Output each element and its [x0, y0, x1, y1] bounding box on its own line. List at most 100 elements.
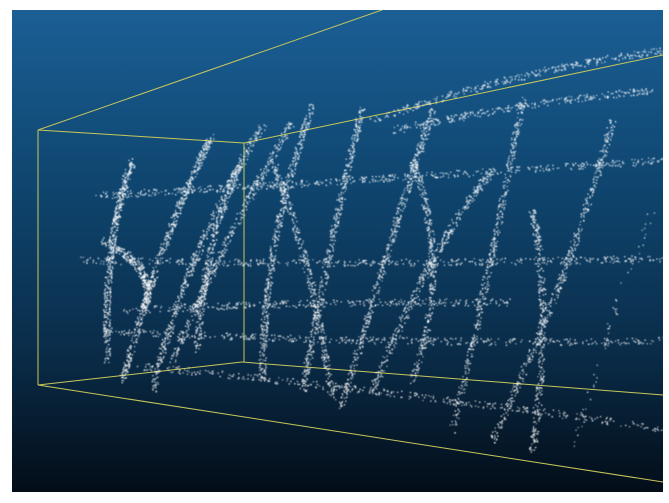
- cloud-point: [199, 297, 202, 299]
- cloud-point: [149, 289, 151, 291]
- cloud-point: [196, 305, 198, 307]
- cloud-point: [160, 249, 163, 252]
- cloud-point: [170, 326, 172, 328]
- cloud-point: [274, 301, 276, 303]
- cloud-point: [454, 92, 456, 95]
- cloud-point: [633, 162, 635, 164]
- cloud-point: [128, 171, 131, 173]
- cloud-point: [107, 328, 109, 331]
- cloud-point: [267, 263, 269, 265]
- point-cloud-scene[interactable]: [12, 10, 663, 492]
- cloud-point: [451, 119, 453, 121]
- cloud-point: [263, 170, 265, 173]
- cloud-point: [430, 400, 432, 402]
- cloud-point: [155, 387, 157, 389]
- cloud-point: [232, 375, 234, 378]
- cloud-point: [200, 288, 202, 291]
- cloud-point: [228, 302, 230, 304]
- cloud-point: [235, 334, 237, 337]
- cloud-point: [130, 345, 132, 347]
- cloud-point: [359, 341, 362, 343]
- cloud-point: [203, 294, 205, 297]
- cloud-point: [202, 152, 204, 154]
- cloud-point: [183, 286, 185, 289]
- cloud-point: [170, 321, 172, 323]
- cloud-point: [518, 74, 520, 76]
- cloud-point: [137, 328, 139, 331]
- cloud-point: [251, 337, 254, 339]
- cloud-point: [247, 152, 249, 155]
- cloud-point: [510, 107, 512, 110]
- cloud-point: [213, 270, 215, 272]
- cloud-point: [521, 74, 523, 76]
- cloud-point: [201, 333, 203, 335]
- cloud-point: [119, 204, 121, 206]
- cloud-point: [115, 215, 117, 217]
- cloud-point: [242, 188, 244, 190]
- cloud-point: [148, 285, 150, 287]
- cloud-point: [505, 302, 507, 304]
- cloud-point: [482, 258, 484, 261]
- cloud-point: [649, 259, 651, 261]
- cloud-point: [146, 290, 148, 292]
- cloud-point: [105, 305, 107, 308]
- cloud-point: [129, 365, 131, 367]
- cloud-point: [317, 261, 319, 263]
- cloud-point: [298, 335, 301, 337]
- cloud-point: [173, 308, 175, 310]
- cloud-point: [417, 340, 419, 342]
- cloud-point: [185, 182, 187, 184]
- cloud-point: [505, 79, 508, 81]
- cloud-point: [179, 212, 182, 215]
- cloud-point: [122, 175, 124, 177]
- cloud-point: [178, 202, 180, 205]
- cloud-point: [189, 337, 191, 339]
- cloud-point: [399, 112, 401, 114]
- cloud-point: [149, 291, 151, 293]
- cloud-point: [214, 242, 216, 245]
- cloud-point: [128, 356, 130, 358]
- cloud-point: [124, 181, 126, 183]
- cloud-point: [171, 193, 174, 195]
- cloud-point: [153, 284, 156, 286]
- cloud-point: [535, 338, 537, 340]
- cloud-point: [203, 233, 205, 236]
- cloud-point: [178, 298, 181, 300]
- cloud-point: [232, 230, 234, 232]
- cloud-point: [253, 336, 255, 338]
- cloud-point: [111, 226, 114, 229]
- cloud-point: [251, 334, 253, 337]
- cloud-point: [203, 281, 206, 283]
- cloud-point: [507, 302, 509, 304]
- cloud-point: [425, 394, 427, 396]
- cloud-point: [322, 181, 324, 184]
- cloud-point: [380, 119, 382, 121]
- cloud-point: [604, 96, 606, 98]
- cloud-point: [118, 195, 121, 198]
- cloud-point: [295, 182, 297, 184]
- cloud-point: [256, 133, 258, 135]
- cloud-point: [585, 259, 587, 261]
- cloud-point: [456, 169, 458, 172]
- cloud-point: [119, 188, 121, 190]
- cloud-point: [128, 332, 130, 334]
- cloud-point: [498, 107, 500, 109]
- cloud-point: [625, 343, 627, 345]
- cloud-point: [210, 264, 212, 266]
- cloud-point: [248, 302, 250, 304]
- cloud-point: [514, 76, 517, 78]
- cloud-point: [256, 137, 258, 140]
- cloud-point: [491, 342, 493, 345]
- cloud-point: [209, 141, 211, 143]
- cloud-point: [186, 333, 188, 335]
- cloud-point: [479, 88, 481, 90]
- cloud-point: [339, 387, 341, 389]
- cloud-point: [151, 276, 153, 278]
- cloud-point: [412, 109, 414, 112]
- cloud-point: [399, 129, 401, 131]
- 3d-viewport[interactable]: [12, 10, 663, 492]
- cloud-point: [216, 227, 218, 229]
- cloud-point: [235, 184, 237, 186]
- cloud-point: [155, 373, 157, 375]
- cloud-point: [108, 324, 110, 327]
